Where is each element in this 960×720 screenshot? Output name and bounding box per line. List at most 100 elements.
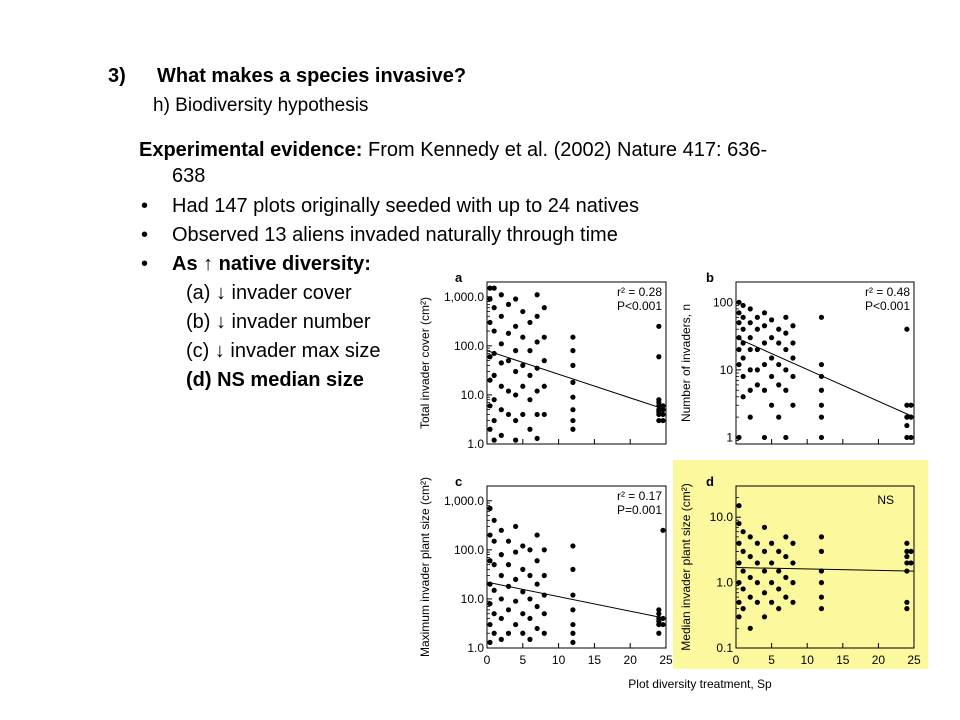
plot-frame-c	[486, 485, 667, 649]
data-point-a	[505, 301, 512, 307]
stat-r2-c: r² = 0.17	[617, 489, 662, 503]
data-point-d	[740, 586, 746, 592]
data-point-a	[541, 358, 547, 364]
data-point-a	[520, 411, 526, 418]
x-tick-label: 15	[836, 653, 850, 667]
data-point-b	[783, 314, 789, 320]
data-point-d	[818, 606, 825, 612]
data-point-d	[783, 553, 789, 560]
data-point-b	[769, 317, 775, 323]
data-point-a	[491, 372, 497, 378]
data-point-d	[783, 594, 789, 600]
data-point-c	[491, 538, 497, 544]
data-point-c	[498, 572, 504, 579]
data-point-b	[754, 314, 760, 320]
data-point-b	[818, 387, 825, 393]
data-point-b	[776, 340, 782, 346]
data-point-c	[487, 532, 493, 538]
data-point-b	[769, 402, 775, 408]
data-point-a	[570, 417, 576, 424]
data-point-b	[761, 361, 768, 368]
data-point-d	[790, 580, 796, 586]
data-point-c	[520, 543, 526, 549]
data-point-a	[660, 417, 666, 424]
data-point-a	[498, 407, 504, 413]
data-point-a	[534, 292, 540, 298]
data-point-b	[736, 434, 742, 441]
data-point-d	[754, 540, 760, 546]
data-point-a	[520, 362, 526, 368]
sub-item-c: (c) ↓ invader max size	[186, 340, 381, 362]
data-point-a	[660, 407, 666, 413]
data-point-a	[487, 319, 493, 326]
data-point-c	[527, 636, 533, 642]
data-point-a	[570, 379, 576, 385]
data-point-b	[769, 355, 775, 361]
data-point-b	[783, 367, 789, 373]
evidence-line: Experimental evidence: From Kennedy et a…	[139, 138, 767, 162]
data-point-b	[761, 387, 768, 393]
data-point-b	[818, 414, 825, 420]
data-point-c	[505, 562, 512, 568]
data-point-a	[520, 334, 526, 340]
evidence-label: Experimental evidence:	[139, 139, 363, 161]
data-point-d	[761, 548, 768, 554]
data-point-d	[904, 540, 910, 546]
data-point-c	[570, 592, 576, 598]
data-point-a	[498, 341, 504, 347]
y-tick-label-c: 1.0	[467, 641, 484, 655]
data-point-c	[487, 558, 493, 564]
data-point-a	[498, 360, 504, 366]
data-point-b	[790, 340, 796, 346]
data-point-c	[505, 538, 512, 544]
x-tick-label: 10	[552, 653, 566, 667]
data-point-c	[487, 621, 493, 628]
data-point-b	[769, 335, 775, 341]
data-point-a	[513, 296, 519, 302]
data-point-b	[736, 361, 742, 368]
data-point-c	[527, 615, 533, 622]
data-point-c	[520, 611, 526, 617]
data-point-d	[904, 568, 910, 574]
data-point-d	[747, 594, 753, 600]
data-point-a	[513, 348, 519, 354]
chart-panel-d: 0.1 1.0 10.0 0 0 5 5 10 10 15 15 20 20 25 25 Plot diver…	[484, 474, 921, 691]
data-point-a	[527, 426, 533, 432]
trend-line-c	[486, 581, 667, 619]
x-tick-label: 0	[484, 653, 491, 667]
data-point-d	[740, 548, 746, 554]
data-point-a	[491, 417, 497, 424]
data-point-c	[513, 598, 519, 604]
data-point-c	[498, 615, 504, 622]
data-point-c	[570, 566, 576, 572]
data-point-a	[660, 411, 666, 418]
y-tick-label-b: 10	[720, 363, 734, 377]
data-point-b	[740, 373, 746, 380]
data-point-d	[736, 540, 742, 546]
data-point-d	[736, 560, 742, 566]
data-point-c	[498, 636, 504, 642]
y-tick-label-a: 100.0	[454, 339, 484, 353]
data-point-c	[656, 630, 662, 636]
data-point-b	[904, 414, 910, 420]
data-point-b	[747, 306, 753, 312]
data-point-c	[505, 607, 512, 613]
data-point-b	[818, 402, 825, 408]
data-point-b	[783, 387, 789, 393]
data-point-d	[904, 560, 910, 566]
data-point-d	[769, 540, 775, 546]
bullet-3: As ↑ native diversity:	[172, 253, 371, 275]
data-point-a	[498, 383, 504, 389]
data-point-d	[790, 540, 796, 546]
data-point-c	[656, 611, 662, 617]
evidence-source: From Kennedy et al. (2002) Nature 417: 6…	[368, 139, 768, 161]
data-point-b	[904, 326, 910, 332]
data-point-b	[736, 335, 742, 341]
data-point-b	[740, 394, 746, 400]
data-point-b	[904, 402, 910, 408]
data-point-a	[656, 417, 662, 424]
data-point-a	[491, 350, 497, 357]
data-point-d	[761, 524, 768, 530]
data-point-c	[534, 558, 540, 564]
data-point-d	[747, 534, 753, 540]
